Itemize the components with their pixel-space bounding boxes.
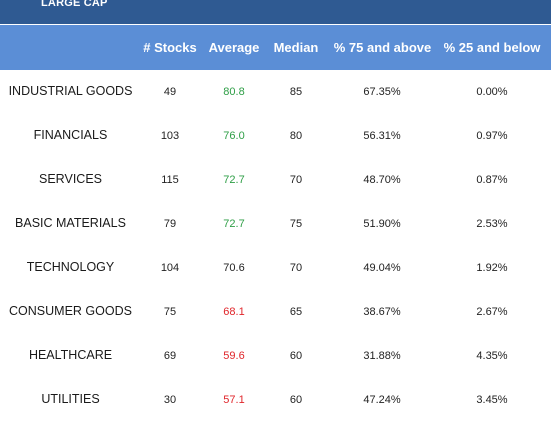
cell-median: 70 [289,262,303,274]
cell-pct25: 0.87% [476,174,508,186]
cell-stocks: 69 [163,350,177,362]
cell-average: 76.0 [223,130,245,142]
column-header-stocks: # Stocks [143,40,197,55]
cell-sector: FINANCIALS [33,128,108,142]
cell-pct75: 56.31% [363,130,401,142]
cell-sector: TECHNOLOGY [26,260,115,274]
column-header-pct75: % 75 and above [333,40,432,55]
cell-average: 57.1 [223,394,245,406]
cell-sector: HEALTHCARE [28,348,113,362]
cell-sector: CONSUMER GOODS [9,304,132,318]
cell-median: 60 [289,394,303,406]
cell-average: 68.1 [223,306,245,318]
cell-median: 75 [289,218,303,230]
cell-median: 80 [289,130,303,142]
cell-pct75: 31.88% [363,350,401,362]
cell-pct25: 2.67% [476,306,508,318]
table-row: FINANCIALS 103 76.0 80 56.31% 0.97% [0,114,551,158]
table-row: TECHNOLOGY 104 70.6 70 49.04% 1.92% [0,246,551,290]
cell-median: 60 [289,350,303,362]
cell-stocks: 75 [163,306,177,318]
cell-stocks: 115 [161,174,179,186]
cell-pct75: 51.90% [363,218,401,230]
cell-pct75: 38.67% [363,306,401,318]
column-header-median: Median [273,40,319,55]
cell-pct75: 67.35% [363,86,401,98]
cell-stocks: 104 [160,262,180,274]
cell-sector: SERVICES [39,172,102,186]
cell-pct75: 49.04% [363,262,401,274]
table-title: LARGE CAP [41,0,108,9]
cell-pct25: 0.97% [476,130,508,142]
table-row: CONSUMER GOODS 75 68.1 65 38.67% 2.67% [0,290,551,334]
table-row: INDUSTRIAL GOODS 49 80.8 85 67.35% 0.00% [0,70,551,114]
cell-pct25: 4.35% [476,350,508,362]
cell-median: 85 [289,86,303,98]
column-header-average: Average [208,40,260,55]
cell-pct25: 3.45% [476,394,508,406]
cell-pct25: 1.92% [476,262,508,274]
title-bar: LARGE CAP [0,0,551,24]
table-header-row: # Stocks Average Median % 75 and above %… [0,25,551,70]
cell-stocks: 49 [163,86,177,98]
cell-sector: UTILITIES [41,392,100,406]
cell-sector: INDUSTRIAL GOODS [8,84,133,98]
cell-stocks: 79 [163,218,177,230]
cell-average: 59.6 [223,350,245,362]
table-row: HEALTHCARE 69 59.6 60 31.88% 4.35% [0,334,551,378]
table-row: SERVICES 115 72.7 70 48.70% 0.87% [0,158,551,202]
table-row: BASIC MATERIALS 79 72.7 75 51.90% 2.53% [0,202,551,246]
cell-pct75: 48.70% [363,174,401,186]
cell-median: 70 [289,174,303,186]
column-header-pct25: % 25 and below [443,40,541,55]
cell-average: 80.8 [223,86,245,98]
cell-sector: BASIC MATERIALS [15,216,126,230]
cell-average: 72.7 [223,218,245,230]
cell-pct25: 0.00% [476,86,508,98]
cell-median: 65 [289,306,303,318]
cell-pct75: 47.24% [363,394,401,406]
table-row: UTILITIES 30 57.1 60 47.24% 3.45% [0,378,551,422]
cell-average: 72.7 [223,174,245,186]
cell-stocks: 30 [163,394,177,406]
cell-stocks: 103 [160,130,180,142]
cell-pct25: 2.53% [476,218,508,230]
cell-average: 70.6 [223,262,245,274]
